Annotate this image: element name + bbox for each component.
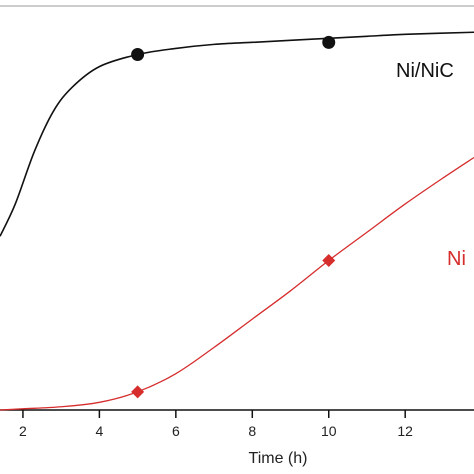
x-axis-ticks: 2 4 6 8 10 12 — [19, 410, 413, 439]
x-tick-label: 6 — [172, 423, 180, 439]
data-point-ni — [322, 254, 336, 268]
series-label-ni-nic: Ni/NiC — [396, 60, 454, 82]
series-label-ni: Ni — [447, 248, 466, 270]
x-tick-label: 12 — [397, 423, 413, 439]
x-tick-label: 4 — [95, 423, 103, 439]
series-curves — [0, 31, 474, 411]
x-axis-title: Time (h) — [249, 450, 308, 467]
series-line-ni — [0, 156, 474, 411]
data-point-ni — [131, 385, 145, 399]
x-tick-label: 2 — [19, 423, 27, 439]
data-point-ni-nic — [131, 47, 145, 61]
x-tick-label: 8 — [248, 423, 256, 439]
series-markers — [131, 35, 336, 399]
series-line-ni-nic — [0, 31, 474, 237]
x-tick-label: 10 — [321, 423, 337, 439]
data-point-ni-nic — [322, 35, 336, 49]
